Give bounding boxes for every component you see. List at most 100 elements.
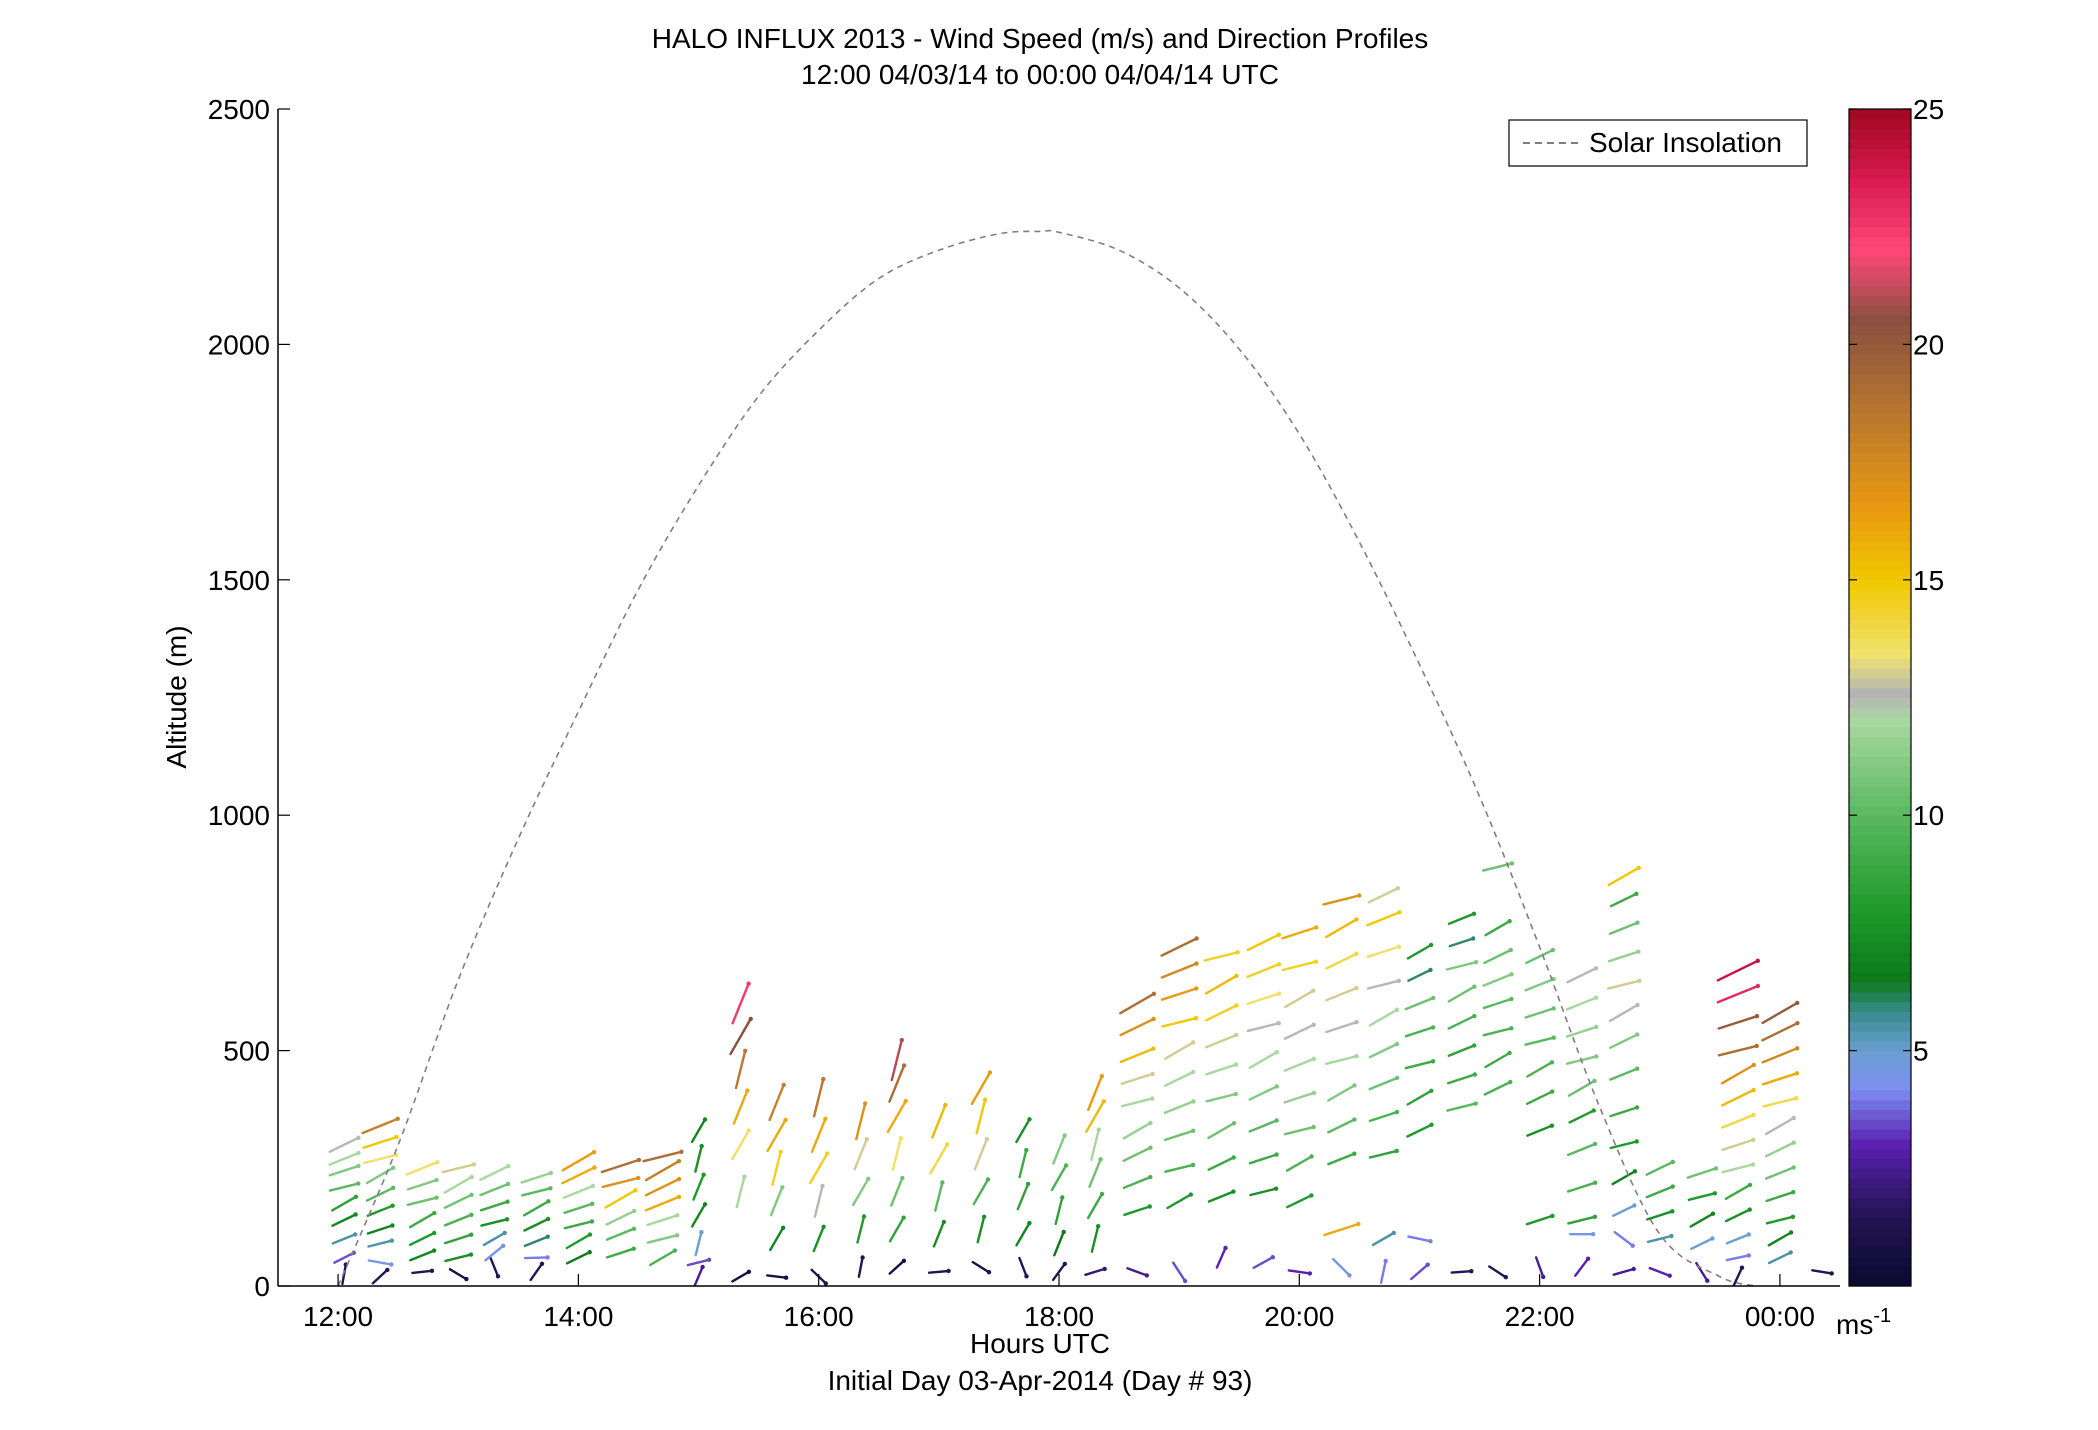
wind-barb [1761,1001,1799,1025]
wind-barb-tip [706,1257,712,1263]
wind-barb-tip [823,1116,828,1122]
colorbar-segment [1849,128,1911,140]
wind-barb [1716,984,1760,1004]
wind-barb [1447,985,1476,1003]
wind-barb [686,1258,711,1267]
wind-barb-tip [353,1232,358,1237]
colorbar-segment [1849,226,1911,238]
colorbar-segment [1849,1089,1911,1101]
wind-barb-tip [940,1180,945,1185]
wind-barb-tip [1193,1016,1199,1021]
wind-barb-tip [821,1076,826,1082]
colorbar-segment [1849,825,1911,836]
colorbar-segment [1849,462,1911,473]
wind-barb [1016,1182,1030,1211]
wind-barb [1565,1025,1598,1038]
wind-barb [852,1177,870,1207]
wind-barb [1447,1014,1476,1030]
colorbar-unit-exponent: -1 [1873,1305,1891,1327]
wind-barb-tip [1747,1182,1753,1188]
wind-barb [341,1263,347,1286]
wind-barb-tip [1669,1233,1674,1239]
x-tick-label: 12:00 [303,1301,373,1332]
wind-barb-tip [981,1214,987,1220]
wind-barb-tip [495,1274,501,1279]
wind-barb [362,1135,398,1149]
wind-barb [405,1160,439,1176]
wind-barb-tip [1354,1054,1359,1059]
wind-barb-tip [780,1185,785,1190]
wind-barb-tip [699,1230,704,1235]
wind-barb-tip [1593,995,1599,1000]
wind-barb [1608,1033,1639,1050]
wind-barb-tip [587,1250,592,1255]
wind-barb [479,1200,509,1212]
wind-barb-tip [783,1275,789,1280]
wind-barb-tip [866,1176,871,1182]
y-tick-label: 2000 [208,329,270,360]
wind-barb [1171,1261,1187,1283]
colorbar-segment [1849,413,1911,424]
wind-barb-tip [1473,1101,1478,1106]
colorbar-segment [1849,540,1911,551]
wind-barb [1724,1183,1752,1201]
wind-barb-tip [783,1117,788,1123]
wind-barb [1717,1015,1759,1030]
wind-barb [1284,989,1315,1009]
wind-barb [1325,1021,1358,1034]
wind-barb [1161,1017,1198,1028]
wind-barb-tip [1635,1032,1640,1037]
wind-barb [563,1202,594,1215]
wind-barb [1248,1119,1278,1133]
wind-barb-tip [502,1230,507,1236]
wind-barb [1325,952,1358,970]
wind-barb [1566,1142,1597,1157]
wind-barb-tip [1147,1204,1153,1209]
colorbar-segment [1849,913,1911,924]
wind-barb-tip [1194,986,1199,991]
wind-barb [1445,961,1478,971]
wind-barb-tip [1352,1117,1357,1122]
wind-barb-tip [899,1037,904,1043]
wind-barb-tip [1063,1163,1069,1168]
x-tick-label: 20:00 [1264,1301,1334,1332]
wind-barb-tip [1383,1258,1388,1264]
wind-barb-tip [1635,1066,1640,1071]
wind-barb-tip [1394,1041,1400,1047]
wind-barb [972,1178,990,1206]
colorbar-segment [1849,1040,1911,1052]
wind-barb-tip [821,1224,826,1230]
colorbar-segment [1849,285,1911,296]
wind-barb-tip [700,1264,705,1270]
x-tick-label: 14:00 [543,1301,613,1332]
wind-barb [365,1166,395,1185]
wind-barb-tip [1273,1186,1279,1191]
colorbar-segment [1849,167,1911,179]
wind-barb [1611,1170,1637,1186]
x-tick-label: 00:00 [1745,1301,1815,1332]
wind-barb-tip [1347,1273,1352,1278]
wind-barb-tip [539,1261,545,1267]
wind-barb [1447,1044,1476,1057]
wind-barb [1163,1129,1195,1142]
wind-barb-tip [1025,1181,1031,1187]
wind-barb [1327,1118,1356,1134]
wind-barb-tip [1670,1159,1676,1165]
wind-barb [1122,1175,1152,1190]
wind-barb-tip [1151,991,1157,996]
wind-barb [1645,1185,1674,1199]
wind-barb-tip [1307,1271,1313,1276]
wind-barb-tip [1274,1152,1279,1157]
wind-barb [1204,1033,1238,1049]
wind-barb-tip [432,1210,437,1216]
wind-barb-tip [1472,984,1477,989]
wind-barb-tip [505,1199,510,1204]
wind-barb [1368,1042,1399,1059]
wind-barb-tip [1311,1056,1317,1062]
wind-barb [1484,1051,1511,1069]
colorbar-segment [1849,1070,1911,1081]
wind-barb-tip [679,1149,684,1155]
wind-barb [444,1253,473,1263]
wind-barb [1367,887,1400,904]
wind-barb [366,1224,394,1235]
